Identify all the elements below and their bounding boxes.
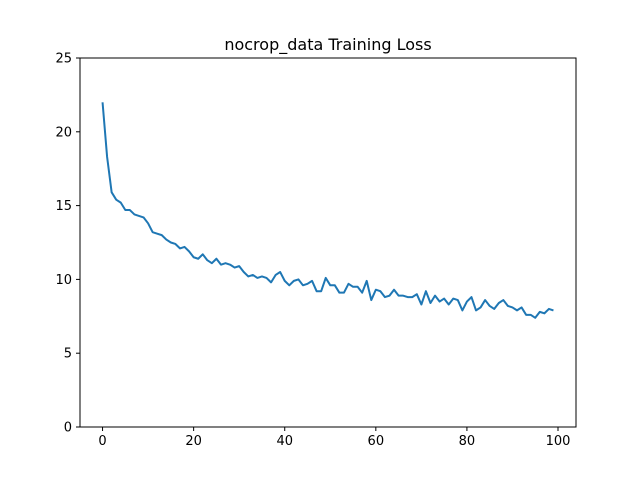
- x-axis-ticks: 0 20 40 60 80 100: [98, 427, 570, 449]
- x-tick-label: 100: [546, 434, 571, 449]
- y-axis-ticks: 0 5 10 15 20 25: [55, 52, 80, 436]
- y-tick-label: 5: [64, 347, 72, 362]
- y-tick-label: 25: [55, 52, 72, 67]
- loss-series-line: [101, 102, 554, 319]
- x-tick-label: 60: [368, 434, 385, 449]
- y-tick-label: 0: [64, 421, 72, 436]
- x-tick-label: 0: [98, 434, 106, 449]
- x-tick-label: 80: [459, 434, 476, 449]
- y-tick-label: 15: [55, 199, 72, 214]
- line-layer: [101, 102, 554, 319]
- y-tick-label: 10: [55, 273, 72, 288]
- plot-frame: [79, 57, 577, 428]
- x-tick-label: 20: [185, 434, 202, 449]
- x-tick-label: 40: [276, 434, 293, 449]
- y-tick-label: 20: [55, 125, 72, 140]
- chart-title: nocrop_data Training Loss: [224, 35, 431, 55]
